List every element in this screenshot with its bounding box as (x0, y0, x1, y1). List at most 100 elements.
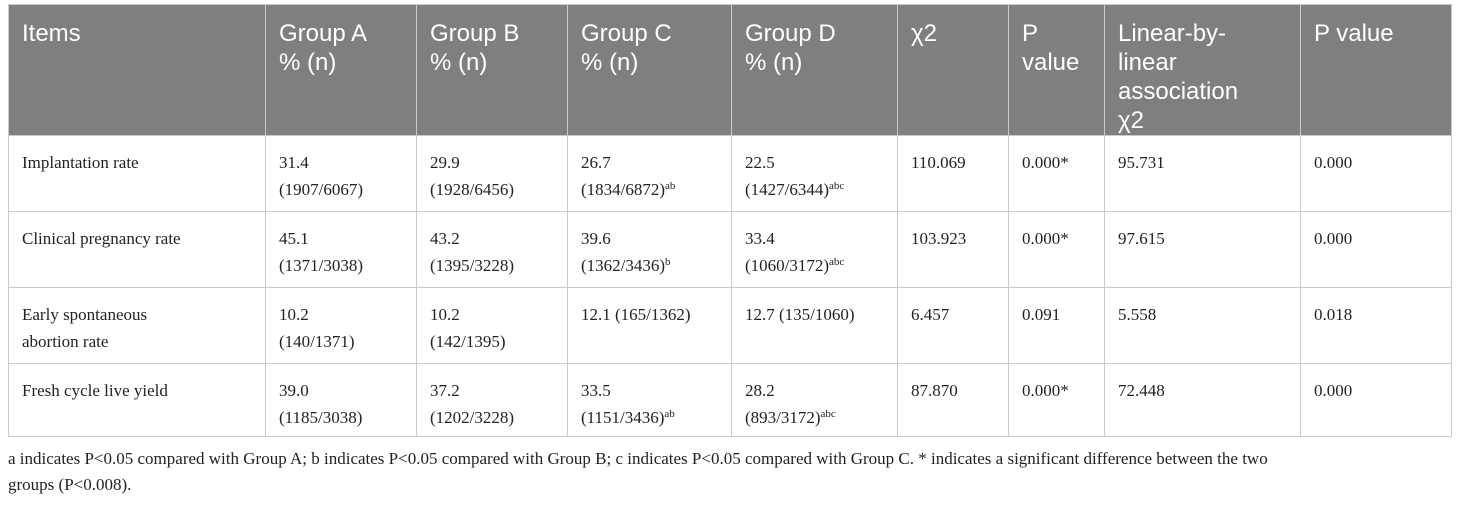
cell-group-d: 22.5 (1427/6344)abc (731, 135, 898, 212)
p-value-linear-cell: 0.000 (1300, 135, 1452, 212)
linear-chi2-cell: 5.558 (1104, 287, 1301, 364)
cell-count-line: (1907/6067) (279, 176, 403, 203)
significance-marker: ab (664, 408, 675, 420)
table-row: Early spontaneous abortion rate 10.2 (140/1… (8, 287, 1452, 364)
footnote-line-2: groups (P<0.008). (8, 475, 132, 494)
cell-percent: 10.2 (430, 305, 460, 324)
column-header-group-d: Group D% (n) (731, 4, 898, 136)
item-cell: Clinical pregnancy rate (8, 211, 266, 288)
cell-group-a: 31.4 (1907/6067) (265, 135, 417, 212)
item-cell: Fresh cycle live yield (8, 363, 266, 437)
cell-count: (1371/3038) (279, 256, 364, 275)
footnote-line-1: a indicates P<0.05 compared with Group A… (8, 449, 1268, 468)
linear-chi2-cell: 95.731 (1104, 135, 1301, 212)
cell-count: (1834/6872) (581, 180, 666, 199)
significance-marker: abc (829, 180, 845, 192)
cell-percent: 28.2 (745, 381, 775, 400)
item-label: abortion rate (22, 332, 109, 351)
table-row: Clinical pregnancy rate 45.1 (1371/3038) 43… (8, 211, 1452, 288)
chi2-cell: 87.870 (897, 363, 1009, 437)
cell-count-line: (1928/6456) (430, 176, 554, 203)
significance-marker: abc (820, 408, 836, 420)
results-table: Items Group A% (n) Group B% (n) Group C% (n… (8, 4, 1452, 437)
item-label: Implantation rate (22, 153, 139, 172)
cell-percent: 12.7 (135/1060) (745, 305, 855, 324)
p-value-linear-cell: 0.000 (1300, 363, 1452, 437)
cell-percent: 37.2 (430, 381, 460, 400)
cell-group-d: 12.7 (135/1060) (731, 287, 898, 364)
column-header-items: Items (8, 4, 266, 136)
cell-group-a: 45.1 (1371/3038) (265, 211, 417, 288)
significance-marker: b (665, 256, 671, 268)
cell-group-c: 39.6 (1362/3436)b (567, 211, 732, 288)
cell-percent: 33.5 (581, 381, 611, 400)
p-value-linear-cell: 0.000 (1300, 211, 1452, 288)
cell-count-line: (1060/3172)abc (745, 252, 884, 279)
item-label: Clinical pregnancy rate (22, 229, 181, 248)
cell-percent: 45.1 (279, 229, 309, 248)
linear-chi2-cell: 97.615 (1104, 211, 1301, 288)
cell-percent: 39.0 (279, 381, 309, 400)
header-text: Linear-by- (1118, 20, 1227, 47)
cell-count: (1928/6456) (430, 180, 515, 199)
cell-group-b: 37.2 (1202/3228) (416, 363, 568, 437)
cell-percent: 29.9 (430, 153, 460, 172)
cell-percent: 43.2 (430, 229, 460, 248)
item-label: Fresh cycle live yield (22, 381, 168, 400)
cell-group-b: 10.2 (142/1395) (416, 287, 568, 364)
cell-count: (140/1371) (279, 332, 355, 351)
column-header-group-b: Group B% (n) (416, 4, 568, 136)
cell-count: (1907/6067) (279, 180, 364, 199)
cell-count-line: (1395/3228) (430, 252, 554, 279)
header-text: χ2 (911, 20, 937, 47)
column-header-chi2: χ2 (897, 4, 1009, 136)
header-text: % (n) (430, 49, 488, 76)
chi2-cell: 110.069 (897, 135, 1009, 212)
cell-count: (1395/3228) (430, 256, 515, 275)
header-row: Items Group A% (n) Group B% (n) Group C% (n… (8, 4, 1452, 136)
cell-group-d: 33.4 (1060/3172)abc (731, 211, 898, 288)
item-cell: Early spontaneous abortion rate (8, 287, 266, 364)
header-text: Group D (745, 20, 836, 47)
cell-group-b: 29.9 (1928/6456) (416, 135, 568, 212)
cell-count-line: (1834/6872)ab (581, 176, 718, 203)
header-text: Group A (279, 20, 368, 47)
cell-group-b: 43.2 (1395/3228) (416, 211, 568, 288)
column-header-group-c: Group C% (n) (567, 4, 732, 136)
cell-count: (1202/3228) (430, 408, 515, 427)
significance-marker: abc (829, 256, 845, 268)
significance-marker: ab (665, 180, 676, 192)
cell-percent: 31.4 (279, 153, 309, 172)
column-header-p-value-linear: P value (1300, 4, 1452, 136)
header-text: χ2 (1118, 107, 1144, 134)
cell-count-line: (893/3172)abc (745, 404, 884, 431)
p-value-cell: 0.091 (1008, 287, 1105, 364)
cell-count-line: (1202/3228) (430, 404, 554, 431)
cell-group-c: 33.5 (1151/3436)ab (567, 363, 732, 437)
cell-count: (1060/3172) (745, 256, 830, 275)
cell-count-line: (1185/3038) (279, 404, 403, 431)
header-text: Group C (581, 20, 672, 47)
table-row: Implantation rate 31.4 (1907/6067) 29.9 (192… (8, 135, 1452, 212)
p-value-cell: 0.000* (1008, 211, 1105, 288)
cell-group-d: 28.2 (893/3172)abc (731, 363, 898, 437)
cell-count-line: (1151/3436)ab (581, 404, 718, 431)
cell-count: (893/3172) (745, 408, 821, 427)
cell-group-a: 10.2 (140/1371) (265, 287, 417, 364)
cell-percent: 12.1 (165/1362) (581, 305, 691, 324)
cell-count-line: (1427/6344)abc (745, 176, 884, 203)
header-text: Group B (430, 20, 520, 47)
table-body: Implantation rate 31.4 (1907/6067) 29.9 (192… (8, 135, 1452, 437)
cell-count: (1185/3038) (279, 408, 363, 427)
cell-percent: 33.4 (745, 229, 775, 248)
item-label: Early spontaneous (22, 305, 148, 324)
cell-percent: 10.2 (279, 305, 309, 324)
cell-count-line: (142/1395) (430, 328, 554, 355)
column-header-group-a: Group A% (n) (265, 4, 417, 136)
cell-group-c: 26.7 (1834/6872)ab (567, 135, 732, 212)
header-text: Items (22, 20, 81, 47)
cell-percent: 22.5 (745, 153, 775, 172)
header-text: P (1022, 20, 1039, 47)
header-text: value (1022, 49, 1080, 76)
